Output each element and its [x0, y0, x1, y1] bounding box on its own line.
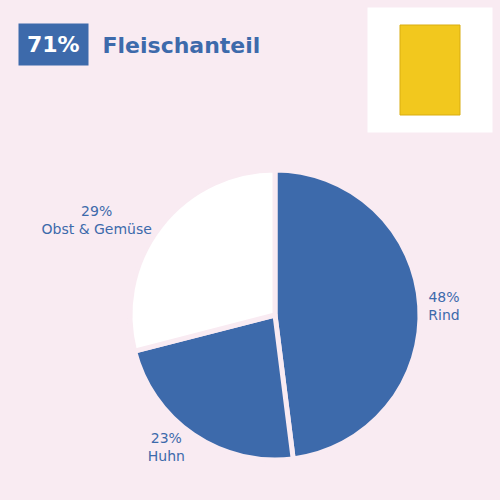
- svg-text:29%Obst & Gemüse: 29%Obst & Gemüse: [41, 203, 151, 237]
- svg-text:23%Huhn: 23%Huhn: [148, 430, 185, 464]
- svg-text:48%Rind: 48%Rind: [428, 289, 459, 323]
- svg-text:Fleischanteil: Fleischanteil: [103, 33, 261, 58]
- svg-text:71%: 71%: [27, 32, 80, 57]
